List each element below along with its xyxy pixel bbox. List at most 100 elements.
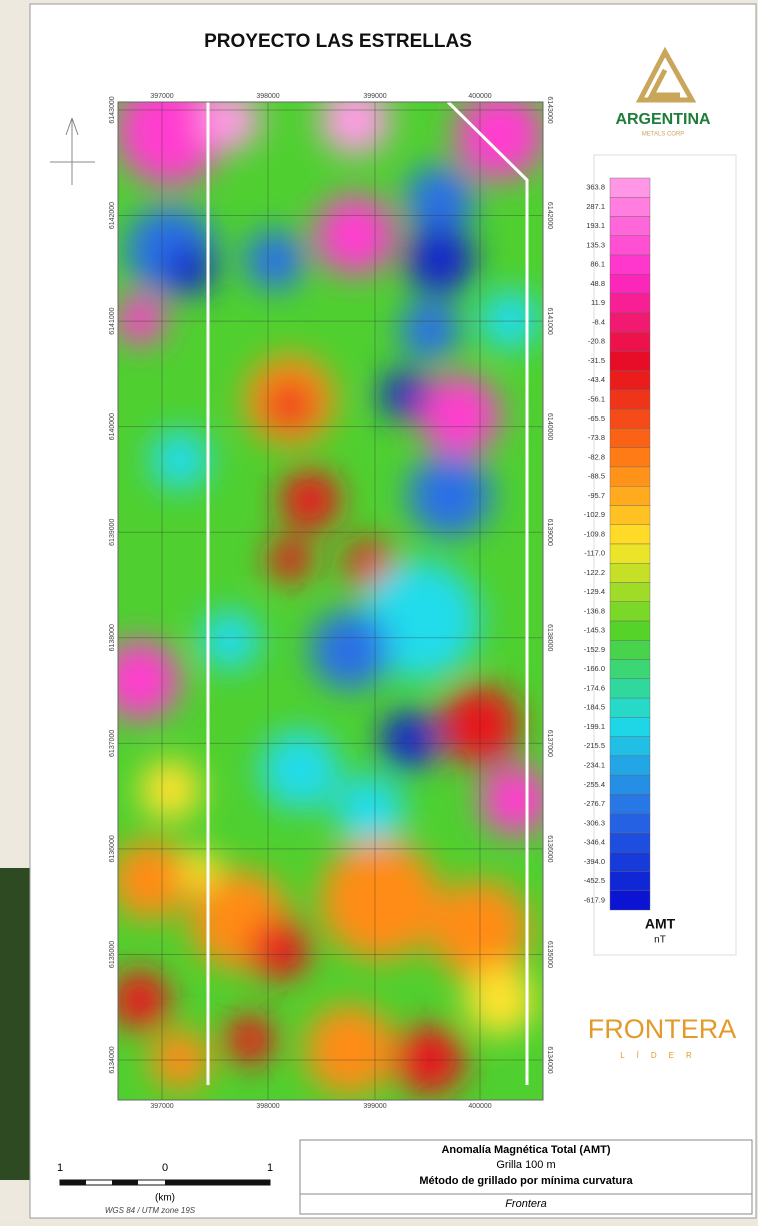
color-swatch bbox=[610, 679, 650, 698]
anomaly-blob bbox=[480, 290, 540, 350]
info-company: Frontera bbox=[505, 1198, 547, 1210]
anomaly-blob bbox=[110, 970, 170, 1030]
legend-label: 193.1 bbox=[586, 221, 605, 230]
x-coord-label: 399000 bbox=[363, 93, 386, 100]
anomaly-blob bbox=[420, 375, 500, 455]
legend-label: -102.9 bbox=[584, 510, 605, 519]
color-swatch bbox=[610, 660, 650, 679]
legend-label: -65.5 bbox=[588, 414, 605, 423]
color-swatch bbox=[610, 563, 650, 582]
color-swatch bbox=[610, 197, 650, 216]
y-coord-label: 6136000 bbox=[109, 835, 116, 862]
color-swatch bbox=[610, 525, 650, 544]
scale-label: 0 bbox=[162, 1162, 168, 1174]
x-coord-label: 398000 bbox=[256, 93, 279, 100]
legend-label: -199.1 bbox=[584, 722, 605, 731]
x-coord-label: 397000 bbox=[150, 93, 173, 100]
color-swatch bbox=[610, 583, 650, 602]
color-swatch bbox=[610, 428, 650, 447]
datum: WGS 84 / UTM zone 19S bbox=[105, 1206, 196, 1215]
color-swatch bbox=[610, 852, 650, 871]
anomaly-blob bbox=[465, 965, 535, 1035]
color-swatch bbox=[610, 371, 650, 390]
anomaly-blob bbox=[335, 775, 405, 845]
color-swatch bbox=[610, 544, 650, 563]
anomaly-blob bbox=[455, 90, 545, 180]
scale-label: 1 bbox=[267, 1162, 273, 1174]
anomaly-blob bbox=[115, 295, 165, 345]
color-swatch bbox=[610, 217, 650, 236]
x-coord-label: 397000 bbox=[150, 1103, 173, 1110]
y-coord-label: 6138000 bbox=[109, 624, 116, 651]
y-coord-label: 6140000 bbox=[546, 413, 553, 440]
color-swatch bbox=[610, 814, 650, 833]
legend-label: -129.4 bbox=[584, 587, 605, 596]
color-swatch bbox=[610, 467, 650, 486]
legend-label: -8.4 bbox=[592, 317, 605, 326]
color-swatch bbox=[610, 313, 650, 332]
color-swatch bbox=[610, 640, 650, 659]
color-swatch bbox=[610, 294, 650, 313]
legend-label: -394.0 bbox=[584, 857, 605, 866]
legend-label: -152.9 bbox=[584, 645, 605, 654]
color-swatch bbox=[610, 794, 650, 813]
legend-label: -88.5 bbox=[588, 472, 605, 481]
scale-unit: (km) bbox=[155, 1193, 175, 1204]
legend-label: -95.7 bbox=[588, 491, 605, 500]
legend-label: -255.4 bbox=[584, 780, 605, 789]
y-coord-label: 6134000 bbox=[546, 1046, 553, 1073]
color-swatch bbox=[610, 448, 650, 467]
anomaly-blob bbox=[268, 538, 312, 582]
color-swatch bbox=[610, 602, 650, 621]
anomaly-blob bbox=[405, 165, 475, 235]
y-coord-label: 6142000 bbox=[109, 202, 116, 229]
x-coord-label: 400000 bbox=[468, 1103, 491, 1110]
legend-label: -31.5 bbox=[588, 356, 605, 365]
legend-title: AMT bbox=[645, 916, 676, 932]
y-coord-label: 6135000 bbox=[109, 941, 116, 968]
info-line: Anomalía Magnética Total (AMT) bbox=[441, 1144, 610, 1156]
info-line: Método de grillado por mínima curvatura bbox=[419, 1175, 633, 1187]
anomaly-blob bbox=[315, 195, 395, 275]
anomaly-blob bbox=[400, 300, 460, 360]
scale-label: 1 bbox=[57, 1162, 63, 1174]
y-coord-label: 6141000 bbox=[109, 307, 116, 334]
legend-label: 86.1 bbox=[590, 260, 605, 269]
map-sheet: PROYECTO LAS ESTRELLAS 39700039700039800… bbox=[0, 0, 758, 1221]
legend-label: 11.9 bbox=[591, 298, 605, 307]
legend-label: -234.1 bbox=[584, 761, 605, 770]
y-coord-label: 6141000 bbox=[546, 307, 553, 334]
color-swatch bbox=[610, 486, 650, 505]
legend-label: 287.1 bbox=[586, 202, 605, 211]
anomaly-blob bbox=[380, 710, 440, 770]
legend-label: -122.2 bbox=[584, 568, 605, 577]
color-swatch bbox=[610, 351, 650, 370]
background-block bbox=[0, 868, 32, 1180]
y-coord-label: 6134000 bbox=[109, 1046, 116, 1073]
color-swatch bbox=[610, 274, 650, 293]
color-swatch bbox=[610, 409, 650, 428]
color-swatch bbox=[610, 255, 650, 274]
color-swatch bbox=[610, 833, 650, 852]
legend-label: -82.8 bbox=[588, 452, 605, 461]
color-swatch bbox=[610, 178, 650, 197]
y-coord-label: 6136000 bbox=[546, 835, 553, 862]
y-coord-label: 6143000 bbox=[109, 96, 116, 123]
anomaly-blob bbox=[305, 1005, 395, 1095]
heatmap bbox=[100, 75, 550, 1100]
scale-bar bbox=[60, 1180, 270, 1185]
color-swatch bbox=[610, 505, 650, 524]
y-coord-label: 6142000 bbox=[546, 202, 553, 229]
anomaly-blob bbox=[250, 920, 310, 980]
legend-label: -43.4 bbox=[588, 375, 605, 384]
color-swatch bbox=[610, 756, 650, 775]
legend-label: -184.5 bbox=[584, 703, 605, 712]
color-swatch bbox=[610, 390, 650, 409]
legend-label: -20.8 bbox=[588, 337, 605, 346]
color-swatch bbox=[610, 236, 650, 255]
legend-label: -346.4 bbox=[584, 838, 605, 847]
anomaly-blob bbox=[268, 383, 312, 427]
legend-label: -617.9 bbox=[584, 895, 605, 904]
color-swatch bbox=[610, 621, 650, 640]
anomaly-blob bbox=[408, 453, 492, 537]
